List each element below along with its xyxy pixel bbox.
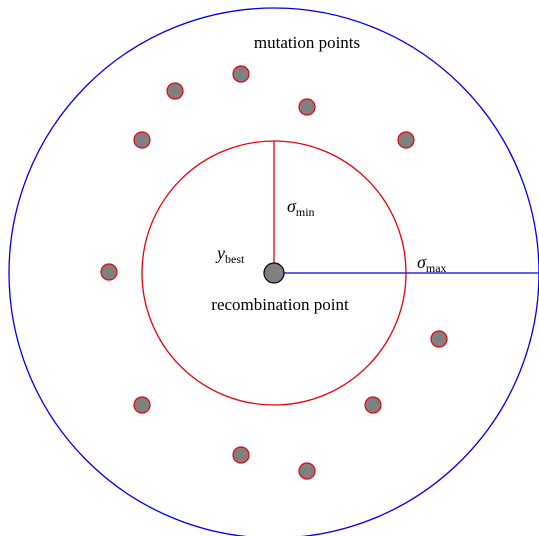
- mutation-point: [100, 263, 118, 281]
- sigma-max-label: σmax: [417, 252, 447, 275]
- mutation-point: [430, 330, 448, 348]
- recombination-label: recombination point: [211, 295, 349, 314]
- mutation-point: [166, 82, 184, 100]
- subscript: max: [426, 261, 447, 275]
- mutation-points: [100, 65, 448, 480]
- mutation-point: [364, 396, 382, 414]
- mutation-point: [232, 446, 250, 464]
- subscript: best: [225, 252, 245, 266]
- sigma-min-label: σmin: [287, 196, 315, 219]
- subscript: min: [296, 205, 315, 219]
- outer-circle: [8, 7, 539, 536]
- symbol: y: [215, 243, 225, 263]
- symbol: σ: [287, 196, 297, 216]
- mutation-point: [397, 131, 415, 149]
- y-best-label: ybest: [215, 243, 245, 266]
- symbol: σ: [417, 252, 427, 272]
- mutation-point: [298, 462, 316, 480]
- mutation-point: [298, 98, 316, 116]
- mutation-point: [133, 131, 151, 149]
- recombination-point: [263, 262, 285, 284]
- mutation-point: [133, 396, 151, 414]
- mutation-point: [232, 65, 250, 83]
- mutation-label: mutation points: [254, 33, 360, 52]
